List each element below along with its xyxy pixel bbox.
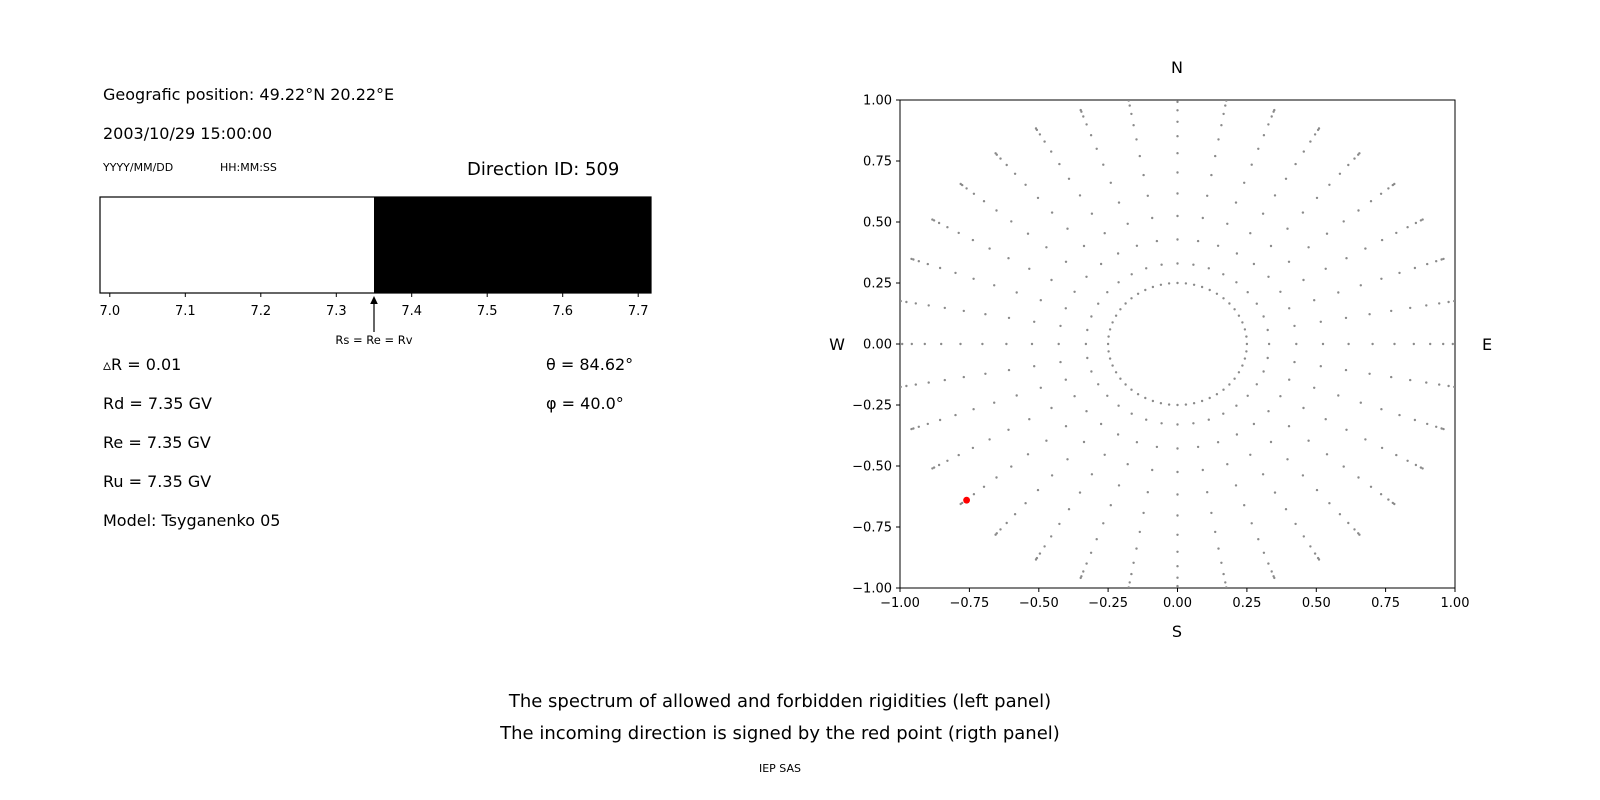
svg-text:7.7: 7.7 (628, 304, 649, 319)
date-format-hint: YYYY/MM/DD (103, 161, 174, 174)
svg-text:7.4: 7.4 (401, 304, 422, 319)
svg-text:−0.25: −0.25 (852, 399, 892, 414)
svg-text:1.00: 1.00 (1441, 596, 1470, 611)
direction-id-label: Direction ID: 509 (467, 159, 620, 180)
red-point (963, 496, 970, 504)
svg-text:0.00: 0.00 (863, 338, 892, 353)
svg-text:7.3: 7.3 (326, 304, 347, 319)
svg-text:Rs = Re = Rv: Rs = Re = Rv (335, 333, 412, 347)
geographic-position-label: Geografic position: 49.22°N 20.22°E (103, 85, 395, 104)
svg-text:0.75: 0.75 (1371, 596, 1400, 611)
svg-text:1.00: 1.00 (863, 94, 892, 109)
credit-label: IEP SAS (758, 762, 802, 775)
svg-text:−0.75: −0.75 (949, 596, 989, 611)
svg-text:7.2: 7.2 (250, 304, 271, 319)
svg-text:−1.00: −1.00 (852, 582, 892, 597)
compass-west-label: W (829, 335, 845, 354)
svg-text:−0.50: −0.50 (1019, 596, 1059, 611)
svg-text:0.25: 0.25 (863, 277, 892, 292)
svg-text:7.6: 7.6 (552, 304, 573, 319)
phi-label: φ = 40.0° (546, 394, 624, 413)
svg-text:0.75: 0.75 (863, 155, 892, 170)
svg-text:−0.75: −0.75 (852, 521, 892, 536)
compass-north-label: N (1171, 58, 1183, 77)
svg-text:0.50: 0.50 (1302, 596, 1331, 611)
caption-block: The spectrum of allowed and forbidden ri… (0, 686, 1560, 775)
rd-label: Rd = 7.35 GV (103, 394, 212, 413)
svg-text:−1.00: −1.00 (880, 596, 920, 611)
svg-text:0.50: 0.50 (863, 216, 892, 231)
compass-south-label: S (1171, 622, 1183, 641)
caption-line-2: The incoming direction is signed by the … (500, 723, 1060, 744)
direction-plot: 1.00 0.75 0.50 0.25 0.00 −0.25 −0.50 −0.75 −1.00… (852, 94, 1470, 612)
model-label: Model: Tsyganenko 05 (103, 511, 281, 530)
svg-text:−0.50: −0.50 (852, 460, 892, 475)
compass-east-label: E (1481, 335, 1493, 354)
time-format-hint: HH:MM:SS (220, 161, 277, 174)
datetime-label: 2003/10/29 15:00:00 (103, 124, 273, 143)
svg-text:7.0: 7.0 (99, 304, 120, 319)
ru-label: Ru = 7.35 GV (103, 472, 212, 491)
caption-line-1: The spectrum of allowed and forbidden ri… (508, 691, 1052, 712)
re-label: Re = 7.35 GV (103, 433, 211, 452)
svg-text:7.1: 7.1 (175, 304, 196, 319)
delta-r-label: ▵R = 0.01 (103, 355, 182, 374)
svg-text:7.5: 7.5 (477, 304, 498, 319)
svg-text:−0.25: −0.25 (1088, 596, 1128, 611)
svg-text:0.00: 0.00 (1163, 596, 1192, 611)
theta-label: θ = 84.62° (546, 355, 634, 374)
spectrum-plot: 7.0 7.1 7.2 7.3 7.4 7.5 7.6 7.7 Rs = Re = Rv (99, 196, 652, 347)
svg-text:0.25: 0.25 (1232, 596, 1261, 611)
